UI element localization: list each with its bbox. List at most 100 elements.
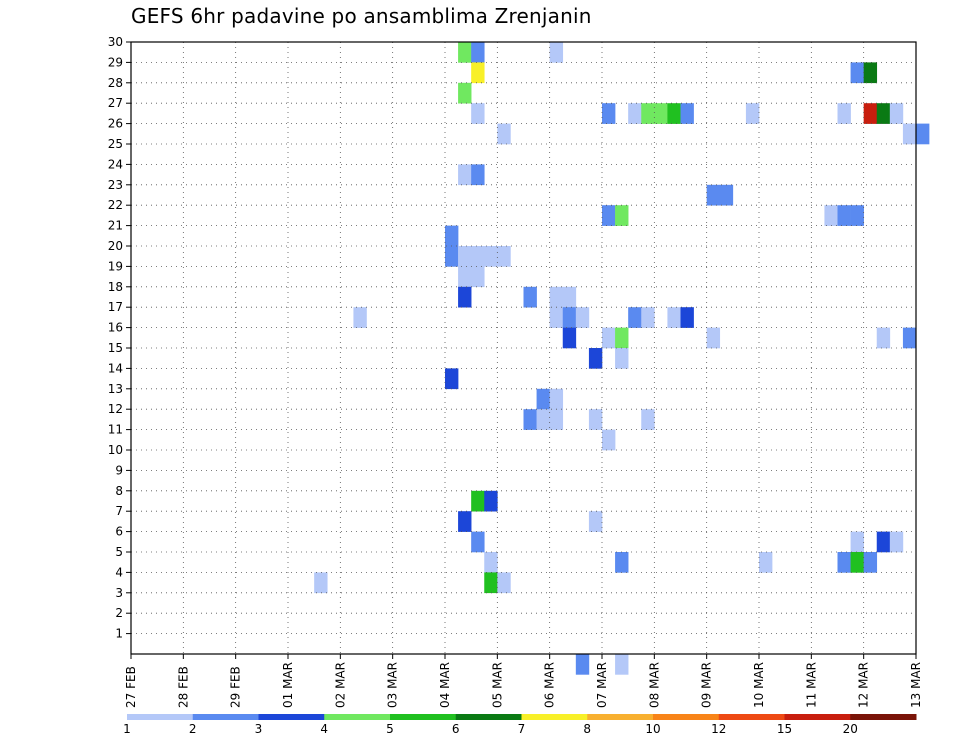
heatmap-cell xyxy=(850,62,864,84)
legend-label: 8 xyxy=(583,722,591,736)
heatmap-cell xyxy=(850,531,864,553)
legend-swatch xyxy=(390,714,457,720)
heatmap-cell xyxy=(876,531,891,553)
x-tick-label: 29 FEB xyxy=(229,666,243,708)
x-tick-label: 02 MAR xyxy=(333,662,347,708)
heatmap-cell xyxy=(588,511,603,532)
heatmap-cell xyxy=(602,429,616,451)
heatmap-cell xyxy=(719,184,734,206)
legend-swatch xyxy=(784,714,851,720)
grid-layer xyxy=(130,41,917,654)
heatmap-cell xyxy=(628,307,642,328)
y-tick-label: 28 xyxy=(108,76,123,90)
heatmap-cell xyxy=(458,164,472,186)
legend-swatch xyxy=(324,714,391,720)
heatmap-cell xyxy=(445,246,459,267)
y-tick-label: 20 xyxy=(108,239,123,253)
y-tick-label: 7 xyxy=(115,504,123,518)
heatmap-cell xyxy=(837,552,851,573)
heatmap-cell xyxy=(458,511,472,532)
heatmap-cell xyxy=(680,103,694,124)
heatmap-cell xyxy=(602,103,616,124)
heatmap-cell xyxy=(562,286,577,308)
heatmap-cell xyxy=(863,103,878,124)
heatmap-cell xyxy=(549,307,564,328)
legend-swatch xyxy=(258,714,325,720)
heatmap-cell xyxy=(902,327,917,349)
heatmap-cell xyxy=(575,307,590,328)
heatmap-cell xyxy=(602,205,616,226)
heatmap-cell xyxy=(471,490,485,512)
heatmap-cell xyxy=(745,103,760,124)
y-tick-label: 24 xyxy=(108,157,123,171)
legend-label: 2 xyxy=(189,722,197,736)
legend-swatch xyxy=(455,714,522,720)
heatmap-cell xyxy=(759,552,773,573)
heatmap-cell xyxy=(876,103,891,124)
heatmap-cell xyxy=(314,572,328,594)
legend-swatch xyxy=(521,714,588,720)
legend-label: 20 xyxy=(843,722,858,736)
y-axis: 1234567891011121314151617181920212223242… xyxy=(108,35,131,641)
x-tick-label: 10 MAR xyxy=(752,662,766,708)
y-tick-label: 13 xyxy=(108,382,123,396)
heatmap-cell xyxy=(549,42,564,63)
heatmap-cell xyxy=(863,62,878,84)
y-tick-label: 2 xyxy=(115,606,123,620)
heatmap-cell xyxy=(458,286,472,308)
heatmap-cell xyxy=(497,572,511,594)
plot-frame xyxy=(130,41,917,655)
x-tick-label: 27 FEB xyxy=(124,666,138,708)
heatmap-cell xyxy=(484,572,498,594)
legend-swatch xyxy=(587,714,654,720)
heatmap-cell xyxy=(549,286,564,308)
heatmap-cell xyxy=(353,307,367,328)
x-tick-label: 09 MAR xyxy=(700,662,714,708)
heatmap-cell xyxy=(523,286,537,308)
heatmap-cell xyxy=(916,123,930,145)
heatmap-cell xyxy=(615,327,629,349)
y-tick-label: 5 xyxy=(115,545,123,559)
legend-label: 1 xyxy=(123,722,131,736)
heatmap-cell xyxy=(706,184,721,206)
x-tick-label: 05 MAR xyxy=(490,662,504,708)
heatmap-cell xyxy=(615,348,629,369)
x-tick-label: 07 MAR xyxy=(595,662,609,708)
heatmap-cell xyxy=(484,490,498,512)
y-tick-label: 11 xyxy=(108,423,123,437)
x-tick-label: 13 MAR xyxy=(909,662,923,708)
heatmap-cell xyxy=(445,368,459,390)
heatmap-cell xyxy=(850,205,864,226)
legend-swatch xyxy=(850,714,917,720)
legend-label: 15 xyxy=(777,722,792,736)
y-tick-label: 15 xyxy=(108,341,123,355)
heatmap-cell xyxy=(824,205,838,226)
heatmap-cell xyxy=(837,205,851,226)
x-tick-label: 08 MAR xyxy=(647,662,661,708)
heatmap-cell xyxy=(628,103,642,124)
x-axis: 27 FEB 28 FEB 29 FEB 01 MAR 02 MAR 03 MAR 04 M… xyxy=(124,654,923,708)
heatmap-cell xyxy=(562,327,577,349)
y-tick-label: 16 xyxy=(108,321,123,335)
y-tick-label: 17 xyxy=(108,300,123,314)
heatmap-cell xyxy=(484,246,498,267)
y-tick-label: 22 xyxy=(108,198,123,212)
heatmap-cell xyxy=(471,42,485,63)
y-tick-label: 29 xyxy=(108,55,123,69)
legend-swatch xyxy=(192,714,259,720)
x-tick-label: 03 MAR xyxy=(386,662,400,708)
heatmap-cell xyxy=(863,552,878,573)
y-tick-label: 25 xyxy=(108,137,123,151)
heatmap-cell xyxy=(471,103,485,124)
chart-title: GEFS 6hr padavine po ansamblima Zrenjani… xyxy=(131,4,592,28)
heatmap-cell xyxy=(575,654,590,675)
y-tick-label: 6 xyxy=(115,525,123,539)
heatmap-cell xyxy=(889,103,904,124)
heatmap-cell xyxy=(588,348,603,369)
y-tick-label: 3 xyxy=(115,586,123,600)
x-tick-label: 06 MAR xyxy=(543,662,557,708)
heatmap-cell xyxy=(536,409,550,430)
y-tick-label: 12 xyxy=(108,402,123,416)
heatmap-cell xyxy=(680,307,694,328)
